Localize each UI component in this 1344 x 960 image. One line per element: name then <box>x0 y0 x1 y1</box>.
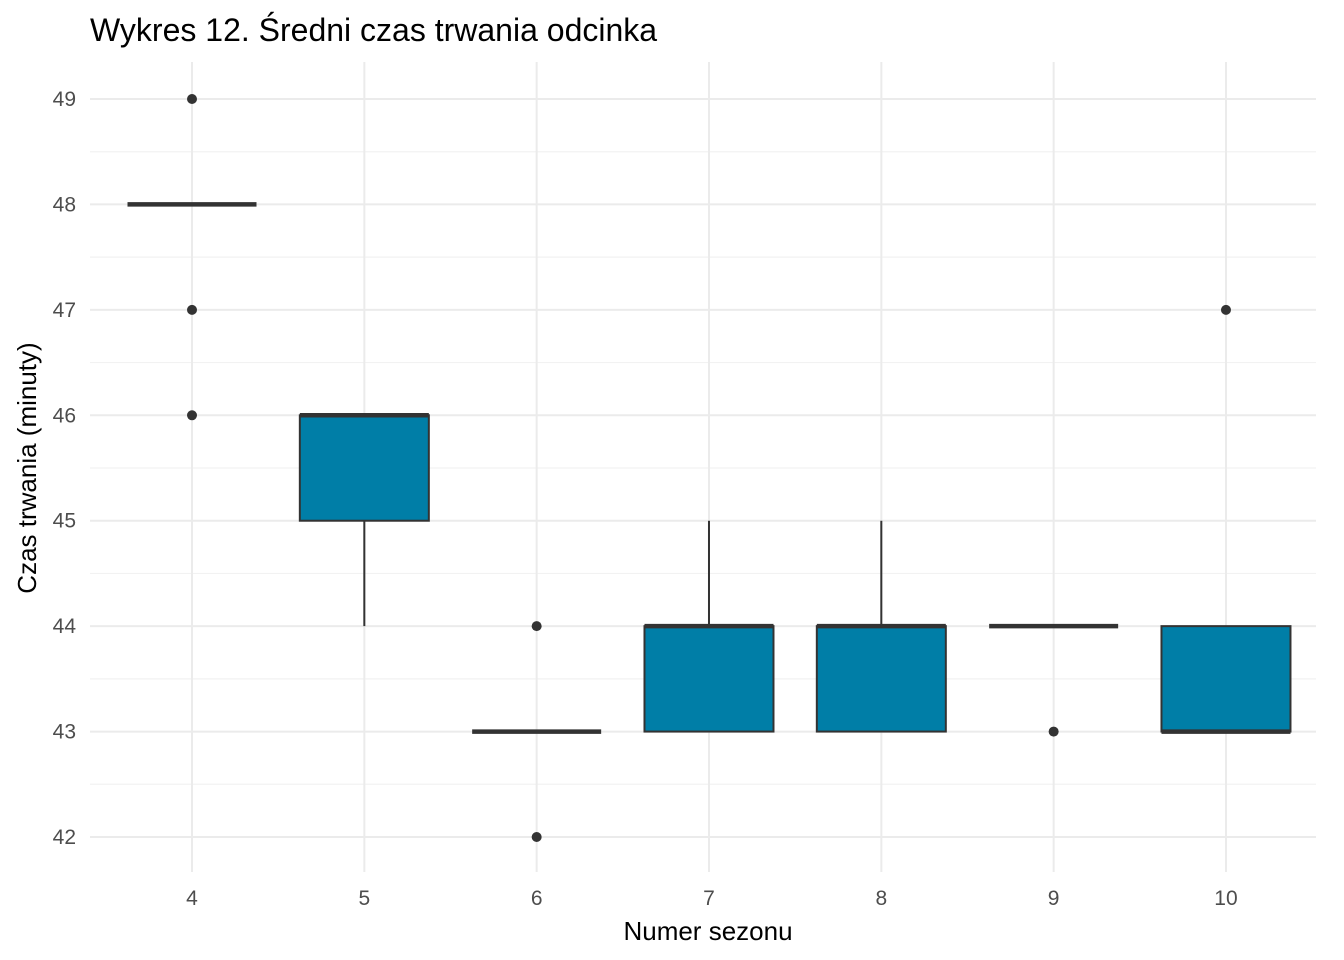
outlier-point <box>1220 304 1231 315</box>
outlier-point <box>1048 726 1059 737</box>
x-axis-title: Numer sezonu <box>623 916 792 946</box>
box-season-8 <box>815 520 947 733</box>
y-tick-label: 45 <box>53 510 76 533</box>
x-tick-label: 4 <box>186 887 198 910</box>
y-tick-label: 42 <box>53 826 76 849</box>
y-tick-label: 48 <box>53 193 76 216</box>
outlier-point <box>531 621 542 632</box>
outlier-point <box>187 94 197 104</box>
box-season-9 <box>989 623 1119 737</box>
x-axis-tick-labels: 4 5 6 7 8 9 10 <box>186 887 1238 910</box>
box-season-7 <box>643 520 775 733</box>
y-axis-tick-labels: 42 43 44 45 46 47 48 49 <box>53 88 77 849</box>
box-season-10 <box>1160 304 1292 734</box>
y-tick-label: 46 <box>53 404 76 427</box>
x-tick-label: 8 <box>875 887 887 910</box>
major-gridlines <box>90 62 1316 872</box>
x-tick-label: 6 <box>531 887 543 910</box>
outlier-point <box>531 832 542 842</box>
x-tick-label: 5 <box>358 887 370 910</box>
box-season-5 <box>298 413 430 627</box>
box-body <box>298 414 430 522</box>
x-tick-label: 7 <box>703 887 715 910</box>
y-axis-title: Czas trwania (minuty) <box>12 342 42 593</box>
minor-gridlines <box>90 151 1316 785</box>
y-tick-label: 47 <box>53 299 76 322</box>
y-tick-label: 49 <box>53 88 76 111</box>
x-tick-label: 10 <box>1214 887 1237 910</box>
boxplot-series <box>127 94 1292 842</box>
y-tick-label: 43 <box>53 721 76 744</box>
box-body <box>643 625 775 733</box>
chart-title: Wykres 12. Średni czas trwania odcinka <box>90 12 657 48</box>
y-tick-label: 44 <box>53 615 77 638</box>
box-body <box>815 625 947 733</box>
box-season-6 <box>472 621 602 842</box>
x-tick-label: 9 <box>1048 887 1060 910</box>
outlier-point <box>187 304 197 315</box>
box-body <box>1160 625 1292 733</box>
outlier-point <box>187 410 197 421</box>
box-season-4 <box>127 94 257 421</box>
